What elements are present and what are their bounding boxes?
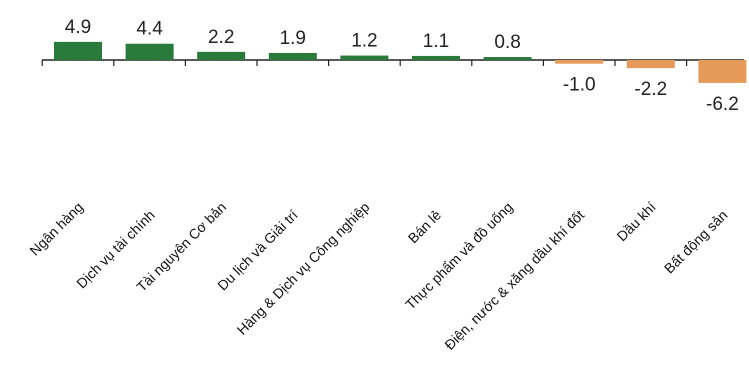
bar [412, 55, 460, 60]
data-label: 1.1 [423, 31, 449, 52]
bar [125, 43, 174, 60]
bar [698, 60, 747, 83]
data-label: 1.2 [351, 31, 377, 52]
category-label: Dầu khí [613, 199, 659, 245]
bar [268, 52, 317, 60]
bar [197, 51, 246, 60]
category-label: Bán lẻ [405, 207, 445, 247]
data-label: -6.2 [706, 94, 739, 115]
category-label: Bất động sản [661, 207, 731, 277]
data-label: 2.2 [208, 27, 234, 48]
data-label: 4.9 [65, 17, 91, 38]
category-label: Điện, nước & xăng dầu khí đốt [441, 207, 587, 353]
bar [54, 41, 102, 60]
data-label: -1.0 [563, 75, 596, 96]
data-label: -2.2 [634, 79, 667, 100]
data-label: 1.9 [280, 28, 306, 49]
bar [483, 57, 532, 60]
data-label: 0.8 [494, 32, 520, 53]
category-label: Hàng & Dịch vụ Công nghiệp [234, 199, 373, 338]
bar [340, 55, 389, 60]
data-label: 4.4 [136, 19, 163, 40]
category-label: Ngân hàng [26, 199, 86, 259]
bar [555, 60, 604, 64]
bar [626, 60, 675, 69]
